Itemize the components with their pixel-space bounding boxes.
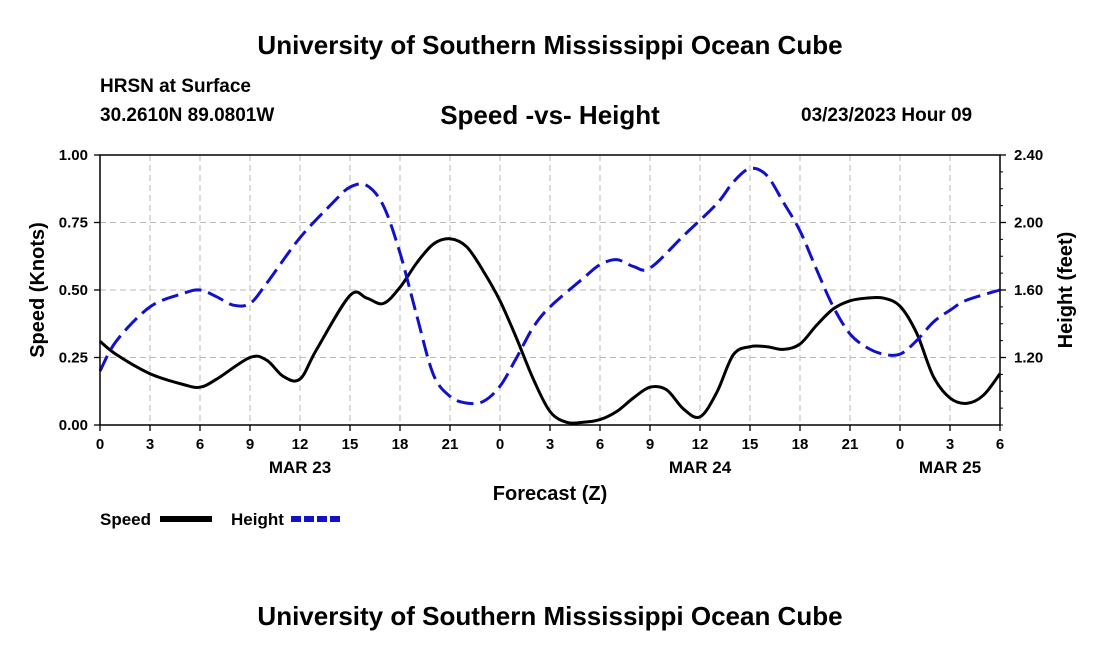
y2-axis-label: Height (feet)	[1055, 232, 1077, 349]
y-tick-label: 1.00	[59, 147, 88, 164]
axes: 0 3 6 9 12 15 18 21 0 3 6 9 12 15 18 21 0 3 6 MAR 23 MAR 24 M…	[59, 147, 1043, 477]
x-axis-label: Forecast (Z)	[493, 483, 607, 505]
x-tick-label: 6	[596, 436, 604, 453]
x-tick-label: 3	[146, 436, 154, 453]
y2-tick-label: 1.20	[1014, 350, 1043, 367]
y-tick-label: 0.25	[59, 350, 88, 367]
x-tick-label: 18	[792, 436, 809, 453]
footer-title: University of Southern Mississippi Ocean…	[257, 601, 843, 631]
x-tick-label: 21	[842, 436, 859, 453]
date-label: MAR 23	[269, 458, 331, 477]
y-tick-label: 0.75	[59, 215, 88, 232]
x-tick-label: 0	[496, 436, 504, 453]
x-tick-label: 6	[996, 436, 1004, 453]
chart-title: Speed -vs- Height	[440, 100, 660, 130]
y-axis-label: Speed (Knots)	[27, 222, 49, 358]
x-tick-label: 12	[692, 436, 709, 453]
x-tick-label: 9	[646, 436, 654, 453]
x-tick-label: 18	[392, 436, 409, 453]
x-tick-label: 0	[896, 436, 904, 453]
x-tick-label: 3	[946, 436, 954, 453]
date-label: MAR 24	[669, 458, 732, 477]
series	[98, 166, 1002, 425]
series-line-speed	[99, 237, 1002, 425]
legend: Speed Height	[100, 510, 343, 529]
x-tick-label: 6	[196, 436, 204, 453]
x-tick-label: 15	[742, 436, 759, 453]
station-coordinates: 30.2610N 89.0801W	[100, 105, 275, 126]
page-title: University of Southern Mississippi Ocean…	[257, 30, 843, 60]
y2-tick-label: 2.40	[1014, 147, 1043, 164]
x-tick-label: 0	[96, 436, 104, 453]
x-tick-label: 21	[442, 436, 459, 453]
legend-label-height: Height	[231, 510, 284, 529]
x-tick-label: 15	[342, 436, 359, 453]
series-line-height	[98, 166, 1001, 406]
y-tick-label: 0.50	[59, 282, 88, 299]
date-label: MAR 25	[919, 458, 981, 477]
y2-tick-label: 2.00	[1014, 215, 1043, 232]
y2-tick-label: 1.60	[1014, 282, 1043, 299]
x-tick-label: 3	[546, 436, 554, 453]
x-tick-label: 12	[292, 436, 309, 453]
legend-label-speed: Speed	[100, 510, 151, 529]
x-tick-label: 9	[246, 436, 254, 453]
grid	[100, 154, 1000, 425]
y-tick-label: 0.00	[59, 417, 88, 434]
forecast-run-time: 03/23/2023 Hour 09	[801, 105, 973, 126]
station-name: HRSN at Surface	[100, 76, 251, 97]
